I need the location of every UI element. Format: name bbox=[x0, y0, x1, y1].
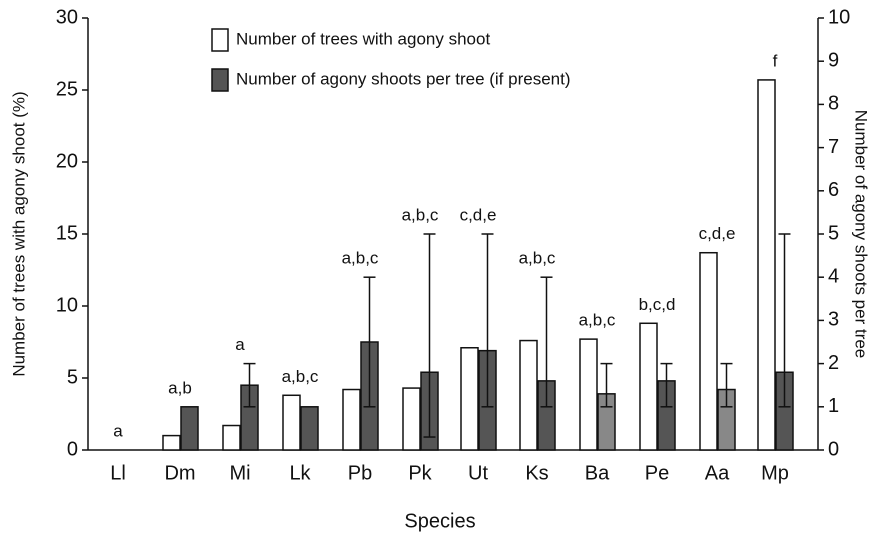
y-tick-label: 25 bbox=[56, 78, 78, 100]
bar bbox=[402, 387, 421, 451]
bar bbox=[300, 406, 319, 451]
y2-tick-label: 2 bbox=[828, 352, 839, 374]
legend-swatch bbox=[211, 28, 229, 52]
x-tick-label: Lk bbox=[289, 462, 311, 484]
annotation: a,b bbox=[168, 378, 192, 397]
y-axis-label: Number of trees with agony shoot (%) bbox=[9, 91, 28, 376]
bar bbox=[639, 322, 658, 451]
annotation: a,b,c bbox=[342, 249, 379, 268]
y2-tick-label: 0 bbox=[828, 438, 839, 460]
bar bbox=[519, 339, 538, 451]
x-tick-label: Pe bbox=[645, 462, 669, 484]
legend-label: Number of trees with agony shoot bbox=[236, 29, 490, 48]
x-tick-label: Ut bbox=[468, 462, 488, 484]
annotation: a,b,c bbox=[579, 311, 616, 330]
annotation: a,b,c bbox=[282, 367, 319, 386]
annotation: a,b,c bbox=[402, 205, 439, 224]
y-tick-label: 10 bbox=[56, 294, 78, 316]
y2-tick-label: 10 bbox=[828, 6, 850, 28]
y2-tick-label: 4 bbox=[828, 265, 839, 287]
annotation: f bbox=[773, 51, 778, 70]
bar bbox=[180, 406, 199, 451]
x-axis-label: Species bbox=[404, 510, 475, 532]
y2-tick-label: 8 bbox=[828, 93, 839, 115]
bar bbox=[699, 251, 718, 451]
annotation: c,d,e bbox=[699, 224, 736, 243]
y2-tick-label: 1 bbox=[828, 395, 839, 417]
bar bbox=[222, 424, 241, 451]
y2-tick-label: 7 bbox=[828, 136, 839, 158]
x-tick-label: Mi bbox=[229, 462, 250, 484]
x-tick-label: Pb bbox=[348, 462, 372, 484]
y-tick-label: 30 bbox=[56, 6, 78, 28]
y-tick-label: 0 bbox=[67, 438, 78, 460]
y-tick-label: 20 bbox=[56, 150, 78, 172]
bar bbox=[757, 79, 776, 451]
bar bbox=[579, 338, 598, 451]
y2-axis-label: Number of agony shoots per tree bbox=[852, 110, 871, 359]
x-tick-label: Ks bbox=[525, 462, 548, 484]
bar bbox=[162, 434, 181, 451]
y2-tick-label: 5 bbox=[828, 222, 839, 244]
y2-tick-label: 9 bbox=[828, 49, 839, 71]
y2-tick-label: 6 bbox=[828, 179, 839, 201]
y-tick-label: 15 bbox=[56, 222, 78, 244]
y-tick-label: 5 bbox=[67, 366, 78, 388]
bar bbox=[460, 347, 479, 451]
x-tick-label: Ll bbox=[110, 462, 126, 484]
annotation: a bbox=[113, 421, 123, 440]
x-tick-label: Aa bbox=[705, 462, 730, 484]
annotation: a bbox=[235, 335, 245, 354]
x-tick-label: Mp bbox=[761, 462, 789, 484]
legend-swatch bbox=[211, 68, 229, 92]
x-tick-label: Dm bbox=[164, 462, 195, 484]
annotation: b,c,d bbox=[639, 295, 676, 314]
legend-label: Number of agony shoots per tree (if pres… bbox=[236, 69, 571, 88]
bar bbox=[342, 388, 361, 451]
y2-tick-label: 3 bbox=[828, 309, 839, 331]
x-tick-label: Pk bbox=[408, 462, 432, 484]
x-tick-label: Ba bbox=[585, 462, 610, 484]
annotation: a,b,c bbox=[519, 249, 556, 268]
annotation: c,d,e bbox=[460, 205, 497, 224]
bar bbox=[282, 394, 301, 451]
